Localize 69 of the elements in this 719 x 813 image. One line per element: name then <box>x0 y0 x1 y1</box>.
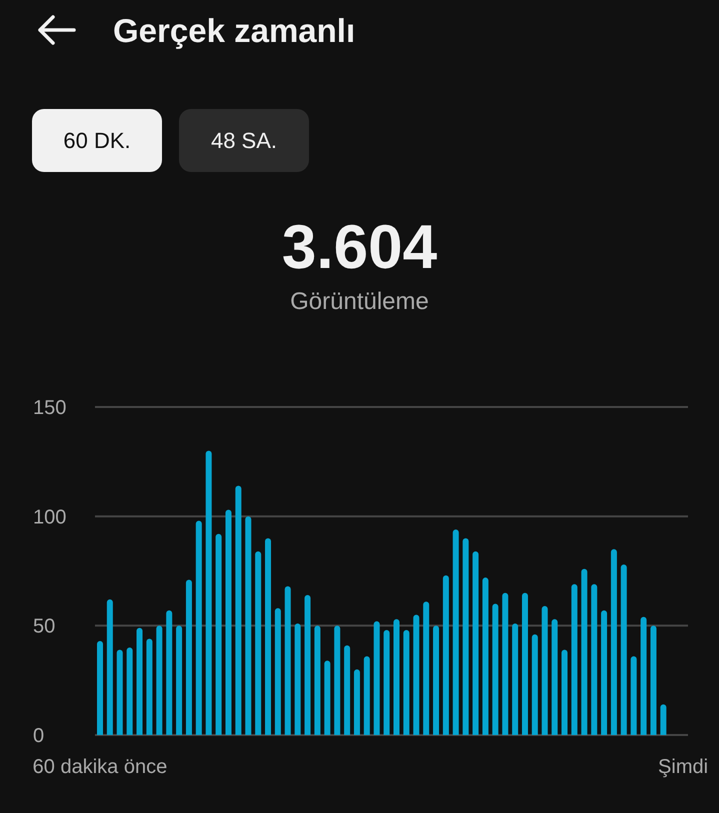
bar <box>126 648 133 735</box>
bar <box>552 619 558 735</box>
bar <box>492 604 498 735</box>
bar <box>186 580 192 735</box>
bar <box>97 640 103 735</box>
bar <box>394 619 400 735</box>
bar <box>206 450 212 735</box>
bar <box>324 660 330 735</box>
bar <box>591 584 598 735</box>
bar <box>532 634 538 735</box>
bar <box>403 630 410 735</box>
bar <box>344 645 350 735</box>
bar <box>512 623 518 735</box>
bar <box>364 656 370 735</box>
bar <box>462 538 469 735</box>
bar <box>542 606 548 735</box>
bar <box>413 614 420 735</box>
bar <box>136 628 143 735</box>
bar <box>314 626 320 735</box>
bar <box>334 626 340 735</box>
bar <box>196 520 202 735</box>
bar <box>374 621 380 735</box>
bar <box>650 626 656 735</box>
bar <box>581 568 588 735</box>
bar <box>452 529 459 735</box>
bar <box>630 656 637 735</box>
bar <box>620 564 627 735</box>
bar <box>304 595 311 735</box>
bar <box>176 626 182 735</box>
bar <box>235 486 242 735</box>
y-tick-label: 100 <box>33 506 66 528</box>
bar <box>146 638 152 735</box>
bar <box>472 551 479 735</box>
bar <box>502 592 508 735</box>
bar <box>265 538 272 735</box>
bar <box>294 623 301 735</box>
x-tick-label: 60 dakika önce <box>32 756 168 778</box>
bar <box>274 608 281 735</box>
bar <box>216 534 222 735</box>
bar <box>354 669 360 735</box>
bar <box>482 578 488 735</box>
x-tick-label: Şimdi <box>658 756 708 778</box>
bar <box>106 599 113 735</box>
bar <box>284 586 291 735</box>
bar <box>442 575 449 735</box>
text: Görüntüleme <box>289 288 430 316</box>
bar <box>255 551 262 735</box>
bar <box>601 610 608 735</box>
bar <box>571 584 578 735</box>
y-tick-label: 50 <box>33 616 56 638</box>
bar <box>116 650 123 735</box>
text: 60 DK. <box>32 109 162 172</box>
text: 3.604 <box>280 212 438 283</box>
bar <box>156 626 162 735</box>
y-tick-label: 150 <box>33 397 66 419</box>
bar <box>423 602 430 735</box>
bar <box>384 630 390 735</box>
bar <box>660 704 666 735</box>
chart-title: Gerçek zamanlı <box>113 12 356 50</box>
bar <box>562 650 568 735</box>
bar <box>245 516 252 735</box>
bar <box>640 616 647 735</box>
y-tick-label: 0 <box>33 725 44 747</box>
bar <box>166 610 172 735</box>
text: 48 SA. <box>179 109 309 172</box>
bar <box>610 549 617 735</box>
bar <box>522 592 528 735</box>
bar <box>433 626 440 735</box>
bar <box>225 510 232 735</box>
